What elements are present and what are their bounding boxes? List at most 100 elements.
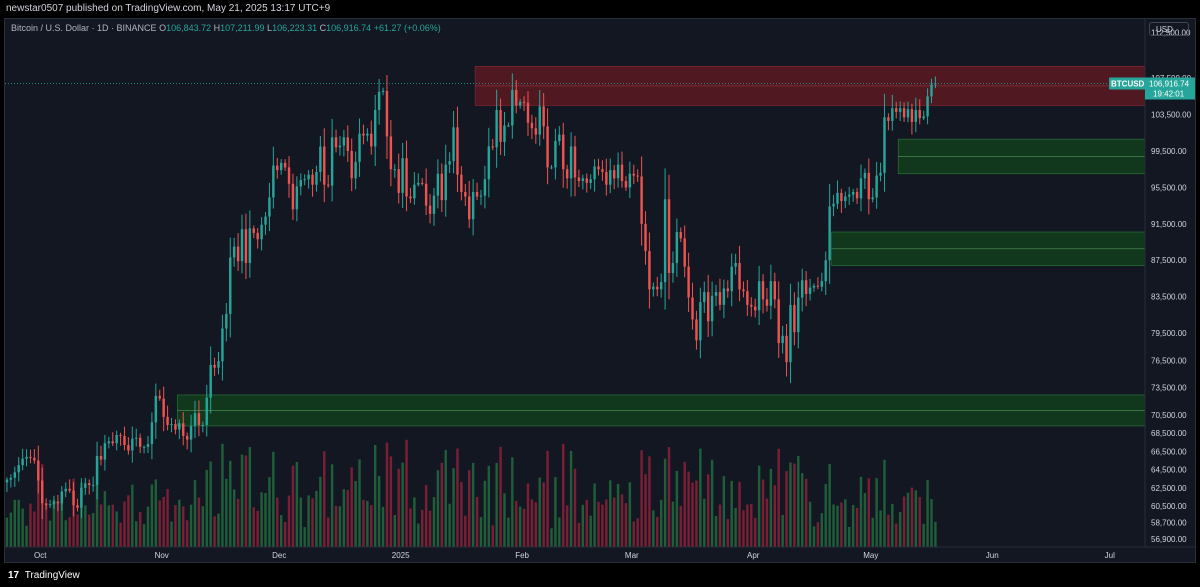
low-label: L [267, 23, 273, 33]
candle-body [848, 194, 851, 197]
candle-body [605, 171, 608, 185]
candle-body [761, 281, 765, 300]
time-tick-label: Apr [747, 551, 760, 560]
volume-bar [475, 496, 479, 547]
volume-bar [875, 478, 878, 547]
volume-bar [346, 490, 349, 547]
candle-body [60, 491, 64, 504]
volume-bar [906, 492, 910, 547]
candle-body [41, 480, 44, 504]
volume-bar [499, 446, 502, 547]
volume-bar [146, 506, 150, 547]
candle-body [119, 435, 122, 437]
candle-body [542, 106, 545, 127]
volume-bar [197, 497, 201, 547]
candle-body [29, 456, 32, 458]
candle-body [135, 437, 138, 439]
candle-body [338, 145, 342, 148]
volume-bar [366, 500, 369, 547]
candle-body [562, 134, 565, 170]
candle-body [659, 282, 663, 290]
volume-bar [162, 496, 165, 547]
volume-bar [844, 499, 847, 547]
candle-body [699, 302, 702, 341]
candle-body [585, 178, 588, 183]
currency-button[interactable]: USD [1149, 22, 1189, 36]
candle-body [256, 232, 259, 240]
volume-bar [773, 485, 777, 547]
volume-bar [417, 523, 420, 547]
volume-bar [205, 469, 208, 547]
chart-canvas[interactable]: 112,500.00107,500.00103,500.0099,500.009… [5, 19, 1195, 562]
candle-body [397, 169, 400, 193]
volume-bar [753, 517, 757, 547]
volume-bar [60, 493, 64, 547]
candle-body [366, 133, 369, 136]
volume-bar [895, 523, 898, 547]
volume-bar [503, 493, 506, 547]
volume-bar [84, 505, 87, 547]
candle-body [683, 238, 686, 267]
volume-bar [601, 504, 604, 547]
volume-bar [863, 493, 867, 547]
volume-bar [468, 470, 471, 547]
candle-body [565, 169, 569, 179]
volume-bar [440, 462, 444, 547]
volume-bar [232, 489, 236, 547]
volume-bar [695, 480, 698, 547]
volume-bar [279, 515, 283, 547]
price-tick-label: 62,500.00 [1151, 484, 1187, 493]
candle-body [832, 203, 835, 207]
price-tick-label: 56,900.00 [1151, 535, 1187, 544]
candle-body [311, 174, 314, 185]
candle-body [503, 125, 506, 142]
volume-bar [691, 482, 694, 547]
volume-bar [652, 510, 655, 547]
candle-body [746, 291, 749, 305]
candle-body [812, 285, 816, 288]
volume-bar [518, 506, 522, 547]
volume-bar [76, 514, 79, 547]
candle-body [620, 164, 624, 182]
candle-body [722, 288, 726, 305]
candle-body [577, 177, 581, 182]
volume-layer [5, 439, 937, 547]
volume-bar [52, 499, 56, 547]
footer-brand: TradingView [24, 570, 80, 581]
volume-bar [922, 523, 925, 547]
volume-bar [393, 515, 397, 547]
candle-body [703, 292, 706, 303]
time-tick-label: Jul [1105, 551, 1115, 560]
candle-body [229, 257, 232, 314]
volume-bar [636, 518, 639, 547]
volume-bar [244, 455, 248, 547]
volume-bar [808, 501, 812, 547]
chart-panel[interactable]: 112,500.00107,500.00103,500.0099,500.009… [4, 18, 1196, 563]
zones-layer [177, 66, 1146, 427]
price-tick-label: 73,500.00 [1151, 384, 1187, 393]
volume-bar [734, 507, 737, 547]
volume-bar [750, 503, 753, 547]
candle-body [581, 178, 585, 182]
volume-bar [260, 492, 263, 547]
candle-body [213, 364, 216, 368]
candle-body [221, 328, 224, 362]
volume-bar [123, 501, 126, 547]
volume-bar [64, 520, 67, 547]
volume-bar [554, 477, 557, 547]
volume-bar [119, 522, 122, 547]
candle-body [17, 465, 20, 473]
volume-bar [256, 510, 259, 547]
candle-body [13, 472, 17, 478]
time-tick-label: Oct [34, 551, 47, 560]
candle-body [640, 176, 643, 224]
time-tick-label: Jun [986, 551, 999, 560]
candle-body [483, 179, 487, 196]
candle-body [236, 246, 240, 262]
volume-bar [48, 520, 52, 547]
volume-bar [718, 504, 722, 547]
candle-body [193, 413, 197, 426]
volume-bar [855, 507, 859, 547]
time-axis: Oct Nov Dec 2025 Feb Mar Apr May Jun Jul [5, 546, 1195, 562]
volume-bar [221, 443, 224, 547]
